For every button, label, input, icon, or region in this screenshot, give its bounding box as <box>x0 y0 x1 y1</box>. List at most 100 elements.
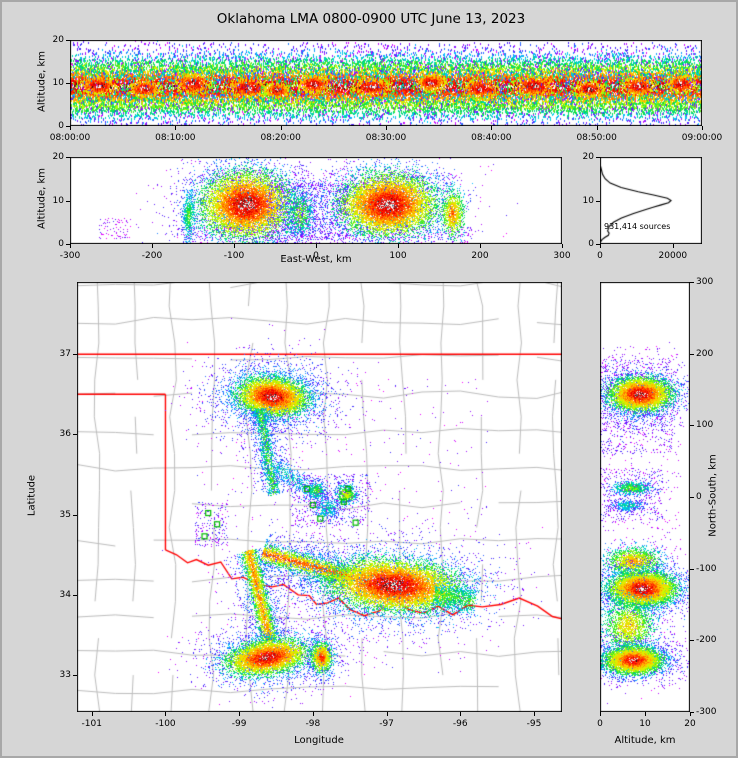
y-tick-label: -100 <box>696 563 717 574</box>
x-tick-mark <box>460 712 462 716</box>
x-tick-label: 200 <box>471 251 489 261</box>
y-tick-mark <box>690 568 694 570</box>
x-tick-mark <box>645 712 646 716</box>
altitude-histogram-panel-canvas <box>600 157 702 244</box>
x-tick-label: 08:20:00 <box>260 133 301 143</box>
x-tick-mark <box>152 244 153 248</box>
y-tick-label: 0 <box>58 121 64 131</box>
x-tick-label: 08:40:00 <box>471 133 512 143</box>
x-tick-mark <box>398 244 399 248</box>
x-tick-mark <box>533 712 535 716</box>
y-tick-mark <box>66 157 70 158</box>
y-tick-mark <box>690 497 694 498</box>
y-tick-label: 37 <box>59 349 71 360</box>
x-tick-mark <box>386 126 387 130</box>
y-tick-label: 36 <box>59 429 71 440</box>
y-tick-label: 20 <box>52 152 64 162</box>
y-tick-label: 300 <box>696 277 714 287</box>
x-tick-label: -100 <box>155 719 176 729</box>
y-tick-label: 33 <box>59 670 71 681</box>
x-tick-mark <box>672 244 674 248</box>
y-tick-mark <box>66 83 70 84</box>
x-tick-mark <box>596 126 598 130</box>
y-tick-label: 34 <box>59 589 71 600</box>
y-tick-mark <box>596 157 600 158</box>
y-tick-mark <box>73 354 77 356</box>
y-tick-mark <box>690 640 694 642</box>
x-tick-mark <box>562 244 563 248</box>
y-tick-label: 20 <box>582 152 594 162</box>
y-tick-mark <box>73 675 77 677</box>
ns-panel-xlabel: Altitude, km <box>614 735 676 746</box>
x-tick-label: 0 <box>597 251 603 261</box>
y-tick-mark <box>596 244 600 245</box>
y-tick-label: 0 <box>588 239 594 249</box>
east-west-altitude-panel-canvas <box>70 157 562 244</box>
x-tick-label: -99 <box>231 719 247 729</box>
y-tick-mark <box>690 353 694 355</box>
x-tick-label: 20 <box>684 719 696 729</box>
map-xlabel: Longitude <box>294 735 344 746</box>
y-tick-mark <box>690 425 694 427</box>
x-tick-mark <box>70 126 71 130</box>
x-tick-mark <box>91 712 93 716</box>
y-tick-mark <box>690 282 694 283</box>
x-tick-label: -95 <box>526 719 542 729</box>
y-tick-label: 10 <box>52 195 64 206</box>
y-tick-mark <box>66 244 70 245</box>
x-tick-mark <box>234 244 235 248</box>
x-tick-mark <box>165 712 167 716</box>
x-tick-label: 08:00:00 <box>49 133 91 143</box>
y-tick-label: -200 <box>696 635 717 646</box>
x-tick-label: 100 <box>389 251 407 261</box>
x-tick-label: 09:00:00 <box>681 133 723 143</box>
x-tick-mark <box>316 244 317 248</box>
plan-view-map-canvas <box>77 282 562 712</box>
ew-panel-xlabel: East-West, km <box>280 254 352 265</box>
x-tick-mark <box>386 712 388 716</box>
x-tick-label: -97 <box>379 719 394 729</box>
y-tick-label: 10 <box>52 78 64 88</box>
source-count-label: 931,414 sources <box>604 222 671 231</box>
x-tick-mark <box>491 126 493 130</box>
x-tick-label: -101 <box>81 719 102 729</box>
y-tick-label: 20 <box>52 35 64 45</box>
x-tick-mark <box>480 244 481 248</box>
time-height-panel-canvas <box>70 40 702 126</box>
x-tick-mark <box>312 712 314 716</box>
x-tick-mark <box>280 126 282 130</box>
y-tick-label: 0 <box>58 239 64 249</box>
y-tick-mark <box>596 200 600 202</box>
x-tick-label: -200 <box>141 251 163 261</box>
y-tick-mark <box>66 126 70 127</box>
x-tick-mark <box>702 126 703 130</box>
x-tick-label: 10 <box>639 719 651 729</box>
x-tick-label: -100 <box>223 251 245 261</box>
x-tick-label: 0 <box>313 251 319 261</box>
x-tick-label: -300 <box>59 251 81 261</box>
y-tick-label: 10 <box>582 195 594 206</box>
x-tick-mark <box>70 244 71 248</box>
figure-title: Oklahoma LMA 0800-0900 UTC June 13, 2023 <box>216 11 526 27</box>
x-tick-label: 08:50:00 <box>576 133 617 143</box>
map-ylabel: Latitude <box>26 474 38 517</box>
y-tick-mark <box>73 594 77 596</box>
x-tick-mark <box>600 712 601 716</box>
y-tick-label: -300 <box>696 707 717 717</box>
y-tick-label: 35 <box>59 509 71 520</box>
x-tick-label: -98 <box>305 719 321 729</box>
x-tick-mark <box>690 712 691 716</box>
y-tick-mark <box>66 40 70 41</box>
x-tick-mark <box>600 244 601 248</box>
x-tick-label: 20000 <box>658 251 688 261</box>
y-tick-mark <box>73 434 77 436</box>
x-tick-label: 300 <box>553 251 571 261</box>
x-tick-label: 08:10:00 <box>155 133 196 143</box>
x-tick-mark <box>175 126 177 130</box>
x-tick-mark <box>239 712 241 716</box>
y-tick-label: 200 <box>696 348 714 359</box>
x-tick-label: -96 <box>452 719 468 729</box>
y-tick-mark <box>73 514 77 516</box>
x-tick-label: 08:30:00 <box>365 133 407 143</box>
